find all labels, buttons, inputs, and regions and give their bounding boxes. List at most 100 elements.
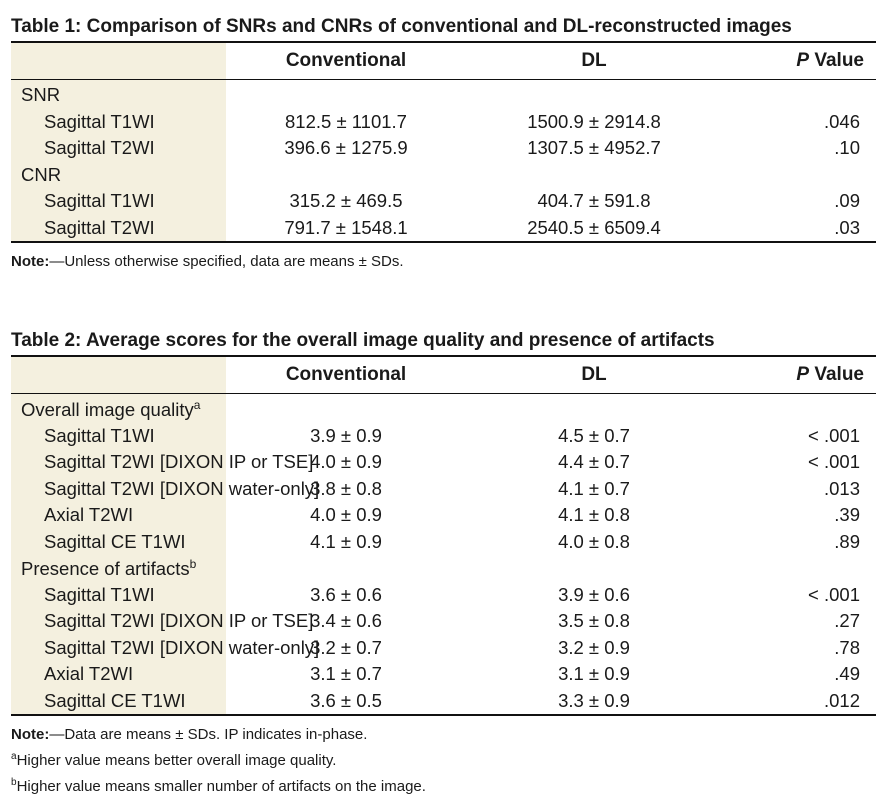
group-label-cell: CNR — [11, 161, 226, 188]
table-row: Sagittal T2WI [DIXON IP or TSE] 3.4 ± 0.6… — [11, 608, 876, 635]
table-caption: Table 2: Average scores for the overall … — [11, 330, 715, 351]
p-value: .27 — [834, 610, 860, 632]
row-label: Sagittal T1WI — [11, 422, 226, 449]
dl-value: 2540.5 ± 6509.4 — [527, 216, 661, 238]
header-p-value: P Value — [722, 42, 876, 80]
table-row: Sagittal T2WI [DIXON IP or TSE] 4.0 ± 0.9… — [11, 449, 876, 476]
conventional-value: 4.0 ± 0.9 — [310, 504, 382, 526]
empty-cell — [722, 162, 876, 189]
empty-cell — [466, 555, 722, 582]
row-label: Sagittal T1WI — [11, 108, 226, 135]
dl-value: 3.2 ± 0.9 — [558, 636, 630, 658]
row-label: Sagittal T2WI [DIXON IP or TSE] — [11, 608, 313, 635]
group-label: Presence of artifacts — [21, 557, 190, 579]
table-row: Sagittal T2WI 791.7 ± 1548.1 2540.5 ± 6509… — [11, 214, 876, 242]
conventional-value: 4.1 ± 0.9 — [310, 530, 382, 552]
conventional-value: 3.6 ± 0.5 — [310, 689, 382, 711]
empty-cell — [722, 555, 876, 582]
note-text: —Unless otherwise specified, data are me… — [49, 253, 404, 270]
dl-value: 4.0 ± 0.8 — [558, 530, 630, 552]
p-value: .03 — [834, 216, 860, 238]
conventional-value: 396.6 ± 1275.9 — [284, 137, 408, 159]
p-letter: P — [796, 50, 810, 71]
row-label: Sagittal CE T1WI — [11, 528, 226, 555]
empty-cell — [466, 80, 722, 109]
empty-cell — [466, 162, 722, 189]
table-caption: Table 1: Comparison of SNRs and CNRs of … — [11, 16, 792, 37]
dl-value: 3.9 ± 0.6 — [558, 583, 630, 605]
footnote-text: Higher value means better overall image … — [16, 752, 337, 769]
table-row: Sagittal T2WI [DIXON water-only] 3.8 ± 0.… — [11, 475, 876, 502]
table-1: Table 1: Comparison of SNRs and CNRs of … — [11, 14, 876, 273]
dl-value: 1500.9 ± 2914.8 — [527, 110, 661, 132]
note-line: Note:—Data are means ± SDs. IP indicates… — [11, 724, 876, 746]
group-label: CNR — [21, 163, 62, 185]
dl-value: 3.5 ± 0.8 — [558, 610, 630, 632]
footnote-mark: b — [189, 556, 197, 571]
p-value: .012 — [823, 689, 860, 711]
table-body: SNR Sagittal T1WI 812.5 ± 1101.7 1500.9 ± 2… — [11, 79, 876, 242]
conventional-value: 3.6 ± 0.6 — [310, 583, 382, 605]
group-row: Overall image qualitya — [11, 393, 876, 423]
row-label: Axial T2WI — [11, 502, 226, 529]
row-label: Sagittal T2WI — [11, 214, 226, 242]
group-row: Presence of artifactsb — [11, 555, 876, 582]
conventional-value: 3.4 ± 0.6 — [310, 610, 382, 632]
conventional-value: 791.7 ± 1548.1 — [284, 216, 408, 238]
dl-value: 4.5 ± 0.7 — [558, 424, 630, 446]
footnote: bHigher value means smaller number of ar… — [11, 772, 876, 798]
footnote-mark: a — [11, 751, 17, 762]
empty-cell — [466, 394, 722, 423]
table-row: Sagittal T1WI 3.6 ± 0.6 3.9 ± 0.6 < .001 — [11, 581, 876, 608]
dl-value: 1307.5 ± 4952.7 — [527, 137, 661, 159]
footnote-mark: a — [193, 397, 201, 412]
row-label: Sagittal T2WI — [11, 135, 226, 162]
data-table: Conventional DL P Value SNR Sagittal T1WI… — [11, 41, 876, 243]
footnote: aHigher value means better overall image… — [11, 746, 876, 772]
row-label: Sagittal T2WI [DIXON water-only] — [11, 634, 319, 661]
note-label: Note: — [11, 726, 50, 743]
table-row: Sagittal T2WI 396.6 ± 1275.9 1307.5 ± 4952… — [11, 135, 876, 162]
table-2: Table 2: Average scores for the overall … — [11, 328, 876, 798]
empty-cell — [226, 394, 466, 423]
header-dl: DL — [466, 356, 722, 394]
dl-value: 3.3 ± 0.9 — [558, 689, 630, 711]
table-row: Sagittal CE T1WI 3.6 ± 0.5 3.3 ± 0.9 .012 — [11, 687, 876, 715]
empty-cell — [226, 162, 466, 189]
empty-cell — [226, 555, 466, 582]
empty-cell — [226, 80, 466, 109]
p-value: .89 — [834, 530, 860, 552]
p-value: < .001 — [808, 583, 860, 605]
p-value: < .001 — [808, 424, 860, 446]
p-letter: P — [796, 364, 810, 385]
p-value: .013 — [823, 477, 860, 499]
header-row: Conventional DL P Value — [11, 42, 876, 80]
table-row: Axial T2WI 3.1 ± 0.7 3.1 ± 0.9 .49 — [11, 661, 876, 688]
conventional-value: 3.2 ± 0.7 — [310, 636, 382, 658]
header-dl: DL — [466, 42, 722, 80]
p-value: .49 — [834, 663, 860, 685]
conventional-value: 3.1 ± 0.7 — [310, 663, 382, 685]
note-line: Note:—Unless otherwise specified, data a… — [11, 251, 876, 273]
table-row: Sagittal T1WI 315.2 ± 469.5 404.7 ± 591.8.… — [11, 188, 876, 215]
p-value: .09 — [834, 190, 860, 212]
group-label-cell: Overall image qualitya — [11, 393, 226, 423]
header-conventional: Conventional — [226, 42, 466, 80]
p-label: Value — [814, 50, 864, 71]
group-row: SNR — [11, 79, 876, 109]
table-notes: Note:—Data are means ± SDs. IP indicates… — [11, 724, 876, 798]
p-value: .39 — [834, 504, 860, 526]
row-label: Axial T2WI — [11, 661, 226, 688]
p-value: .10 — [834, 137, 860, 159]
p-value: < .001 — [808, 451, 860, 473]
empty-cell — [722, 80, 876, 109]
header-conventional: Conventional — [226, 356, 466, 394]
conventional-value: 4.0 ± 0.9 — [310, 451, 382, 473]
table-body: Overall image qualitya Sagittal T1WI 3.9 ±… — [11, 393, 876, 715]
p-value: .78 — [834, 636, 860, 658]
p-label: Value — [814, 364, 864, 385]
note-text: —Data are means ± SDs. IP indicates in-p… — [49, 726, 368, 743]
group-label-cell: SNR — [11, 79, 226, 109]
group-row: CNR — [11, 161, 876, 189]
empty-cell — [722, 394, 876, 423]
